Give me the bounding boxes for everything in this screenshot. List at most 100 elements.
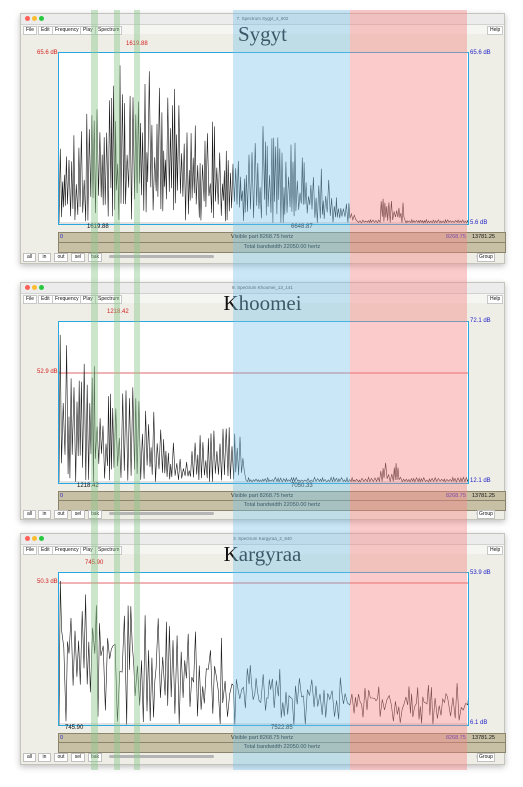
total-bandwidth-text: Total bandwidth 22050.00 hertz	[243, 502, 321, 508]
axis-left-frequency: 745.90	[65, 725, 84, 731]
menu-spectrum[interactable]: Spectrum	[95, 295, 123, 304]
zoom-out-button[interactable]: out	[54, 510, 68, 519]
horizontal-scrollbar[interactable]	[109, 512, 214, 515]
spectrum-plot[interactable]	[58, 321, 469, 484]
zoom-window-button[interactable]	[39, 536, 44, 541]
cursor-frequency-label: 745.90	[85, 560, 104, 566]
group-checkbox[interactable]: Group	[477, 253, 495, 262]
top-right-db-label: 65.6 dB	[470, 50, 491, 56]
title-bar[interactable]: 3. Spectrum Kargyraa_2_840	[21, 534, 504, 545]
zoom-all-button[interactable]: all	[23, 510, 36, 519]
spectrum-curve	[59, 65, 468, 224]
menu-bar: File Edit Frequency Play Spectrum Help	[21, 294, 504, 304]
axis-mid-frequency: 7522.85	[271, 725, 293, 731]
title-bar[interactable]: 7. Spectrum Sygyt_4_602	[21, 14, 504, 25]
bottom-right-db-label: 6.1 dB	[470, 720, 488, 726]
spectrum-plot[interactable]	[58, 52, 469, 225]
zoom-in-button[interactable]: in	[38, 510, 51, 519]
spectrum-curve	[59, 334, 468, 483]
bottom-right-db-label: 5.6 dB	[470, 220, 488, 226]
menu-file[interactable]: File	[23, 26, 38, 35]
menu-bar: File Edit Frequency Play Spectrum Help	[21, 545, 504, 555]
red-band	[350, 10, 467, 770]
zoom-window-button[interactable]	[39, 16, 44, 21]
spectrum-curve-svg	[59, 580, 468, 725]
visible-start: 0	[60, 234, 64, 240]
group-checkbox[interactable]: Group	[477, 510, 495, 519]
window-title: 9. Spectrum Khoomei_13_141	[232, 285, 293, 290]
total-bandwidth-bar[interactable]: Total bandwidth 22050.00 hertz	[58, 500, 506, 511]
spectrum-window-khoomei: 9. Spectrum Khoomei_13_141 File Edit Fre…	[20, 282, 506, 520]
zoom-back-button[interactable]: bak	[88, 253, 102, 262]
total-bandwidth-bar[interactable]: Total bandwidth 22050.00 hertz	[58, 242, 506, 253]
axis-mid-frequency: 7050.33	[291, 483, 313, 489]
top-left-db-label: 52.9 dB	[37, 369, 58, 375]
minimize-window-button[interactable]	[32, 536, 37, 541]
visible-end: 8268.75	[446, 735, 466, 741]
visible-start: 0	[60, 735, 64, 741]
menu-spectrum[interactable]: Spectrum	[95, 546, 123, 555]
zoom-selection-button[interactable]: sel	[71, 753, 85, 762]
close-window-button[interactable]	[25, 16, 30, 21]
blue-band	[233, 10, 350, 770]
axis-left-frequency: 1619.88	[87, 224, 109, 230]
menu-file[interactable]: File	[23, 546, 38, 555]
recording-label: Sygyt	[237, 22, 287, 46]
bottom-toolbar: all in out sel bak Group	[21, 252, 504, 262]
close-window-button[interactable]	[25, 536, 30, 541]
menu-spectrum[interactable]: Spectrum	[95, 26, 123, 35]
minimize-window-button[interactable]	[32, 285, 37, 290]
spectrum-window-kargyraa: 3. Spectrum Kargyraa_2_840 File Edit Fre…	[20, 533, 506, 765]
close-window-button[interactable]	[25, 285, 30, 290]
horizontal-scrollbar[interactable]	[109, 255, 214, 258]
zoom-back-button[interactable]: bak	[88, 753, 102, 762]
zoom-back-button[interactable]: bak	[88, 510, 102, 519]
zoom-all-button[interactable]: all	[23, 253, 36, 262]
total-end: 13781.25	[472, 735, 495, 741]
cursor-frequency-label: 1218.42	[107, 309, 129, 315]
zoom-all-button[interactable]: all	[23, 753, 36, 762]
top-right-db-label: 53.9 dB	[470, 570, 491, 576]
axis-mid-frequency: 6648.87	[291, 224, 313, 230]
window-title: 3. Spectrum Kargyraa_2_840	[233, 536, 292, 541]
recording-label: Kargyraa	[223, 542, 302, 566]
top-left-db-label: 65.6 dB	[37, 50, 58, 56]
green-band-1	[91, 10, 98, 770]
zoom-out-button[interactable]: out	[54, 253, 68, 262]
window-title: 7. Spectrum Sygyt_4_602	[236, 16, 289, 21]
zoom-selection-button[interactable]: sel	[71, 510, 85, 519]
spectrum-curve-svg	[59, 334, 468, 483]
top-right-db-label: 72.1 dB	[470, 318, 491, 324]
title-bar[interactable]: 9. Spectrum Khoomei_13_141	[21, 283, 504, 294]
group-checkbox[interactable]: Group	[477, 753, 495, 762]
total-bandwidth-bar[interactable]: Total bandwidth 22050.00 hertz	[58, 742, 506, 753]
menu-help[interactable]: Help	[487, 546, 504, 555]
horizontal-scrollbar[interactable]	[109, 755, 214, 758]
menu-help[interactable]: Help	[487, 26, 504, 35]
spectrum-window-sygyt: 7. Spectrum Sygyt_4_602 File Edit Freque…	[20, 13, 506, 264]
bottom-toolbar: all in out sel bak Group	[21, 509, 504, 519]
zoom-out-button[interactable]: out	[54, 753, 68, 762]
bottom-right-db-label: 12.1 dB	[470, 478, 491, 484]
green-band-3	[134, 10, 140, 770]
menu-file[interactable]: File	[23, 295, 38, 304]
visible-part-text: Visible part 8268.75 hertz	[231, 735, 294, 741]
cursor-frequency-label: 1619.88	[126, 41, 148, 47]
zoom-in-button[interactable]: in	[38, 753, 51, 762]
bottom-toolbar: all in out sel bak Group	[21, 752, 504, 762]
spectrum-curve-svg	[59, 65, 468, 224]
total-end: 13781.25	[472, 234, 495, 240]
recording-label: Khoomei	[223, 291, 302, 315]
zoom-window-button[interactable]	[39, 285, 44, 290]
zoom-selection-button[interactable]: sel	[71, 253, 85, 262]
total-bandwidth-text: Total bandwidth 22050.00 hertz	[243, 244, 321, 250]
visible-end: 8268.75	[446, 493, 466, 499]
menu-help[interactable]: Help	[487, 295, 504, 304]
visible-part-text: Visible part 8268.75 hertz	[231, 493, 294, 499]
menu-bar: File Edit Frequency Play Spectrum Help	[21, 25, 504, 35]
spectrum-plot[interactable]	[58, 572, 469, 726]
spectrum-curve	[59, 580, 468, 725]
minimize-window-button[interactable]	[32, 16, 37, 21]
visible-part-text: Visible part 8268.75 hertz	[231, 234, 294, 240]
zoom-in-button[interactable]: in	[38, 253, 51, 262]
